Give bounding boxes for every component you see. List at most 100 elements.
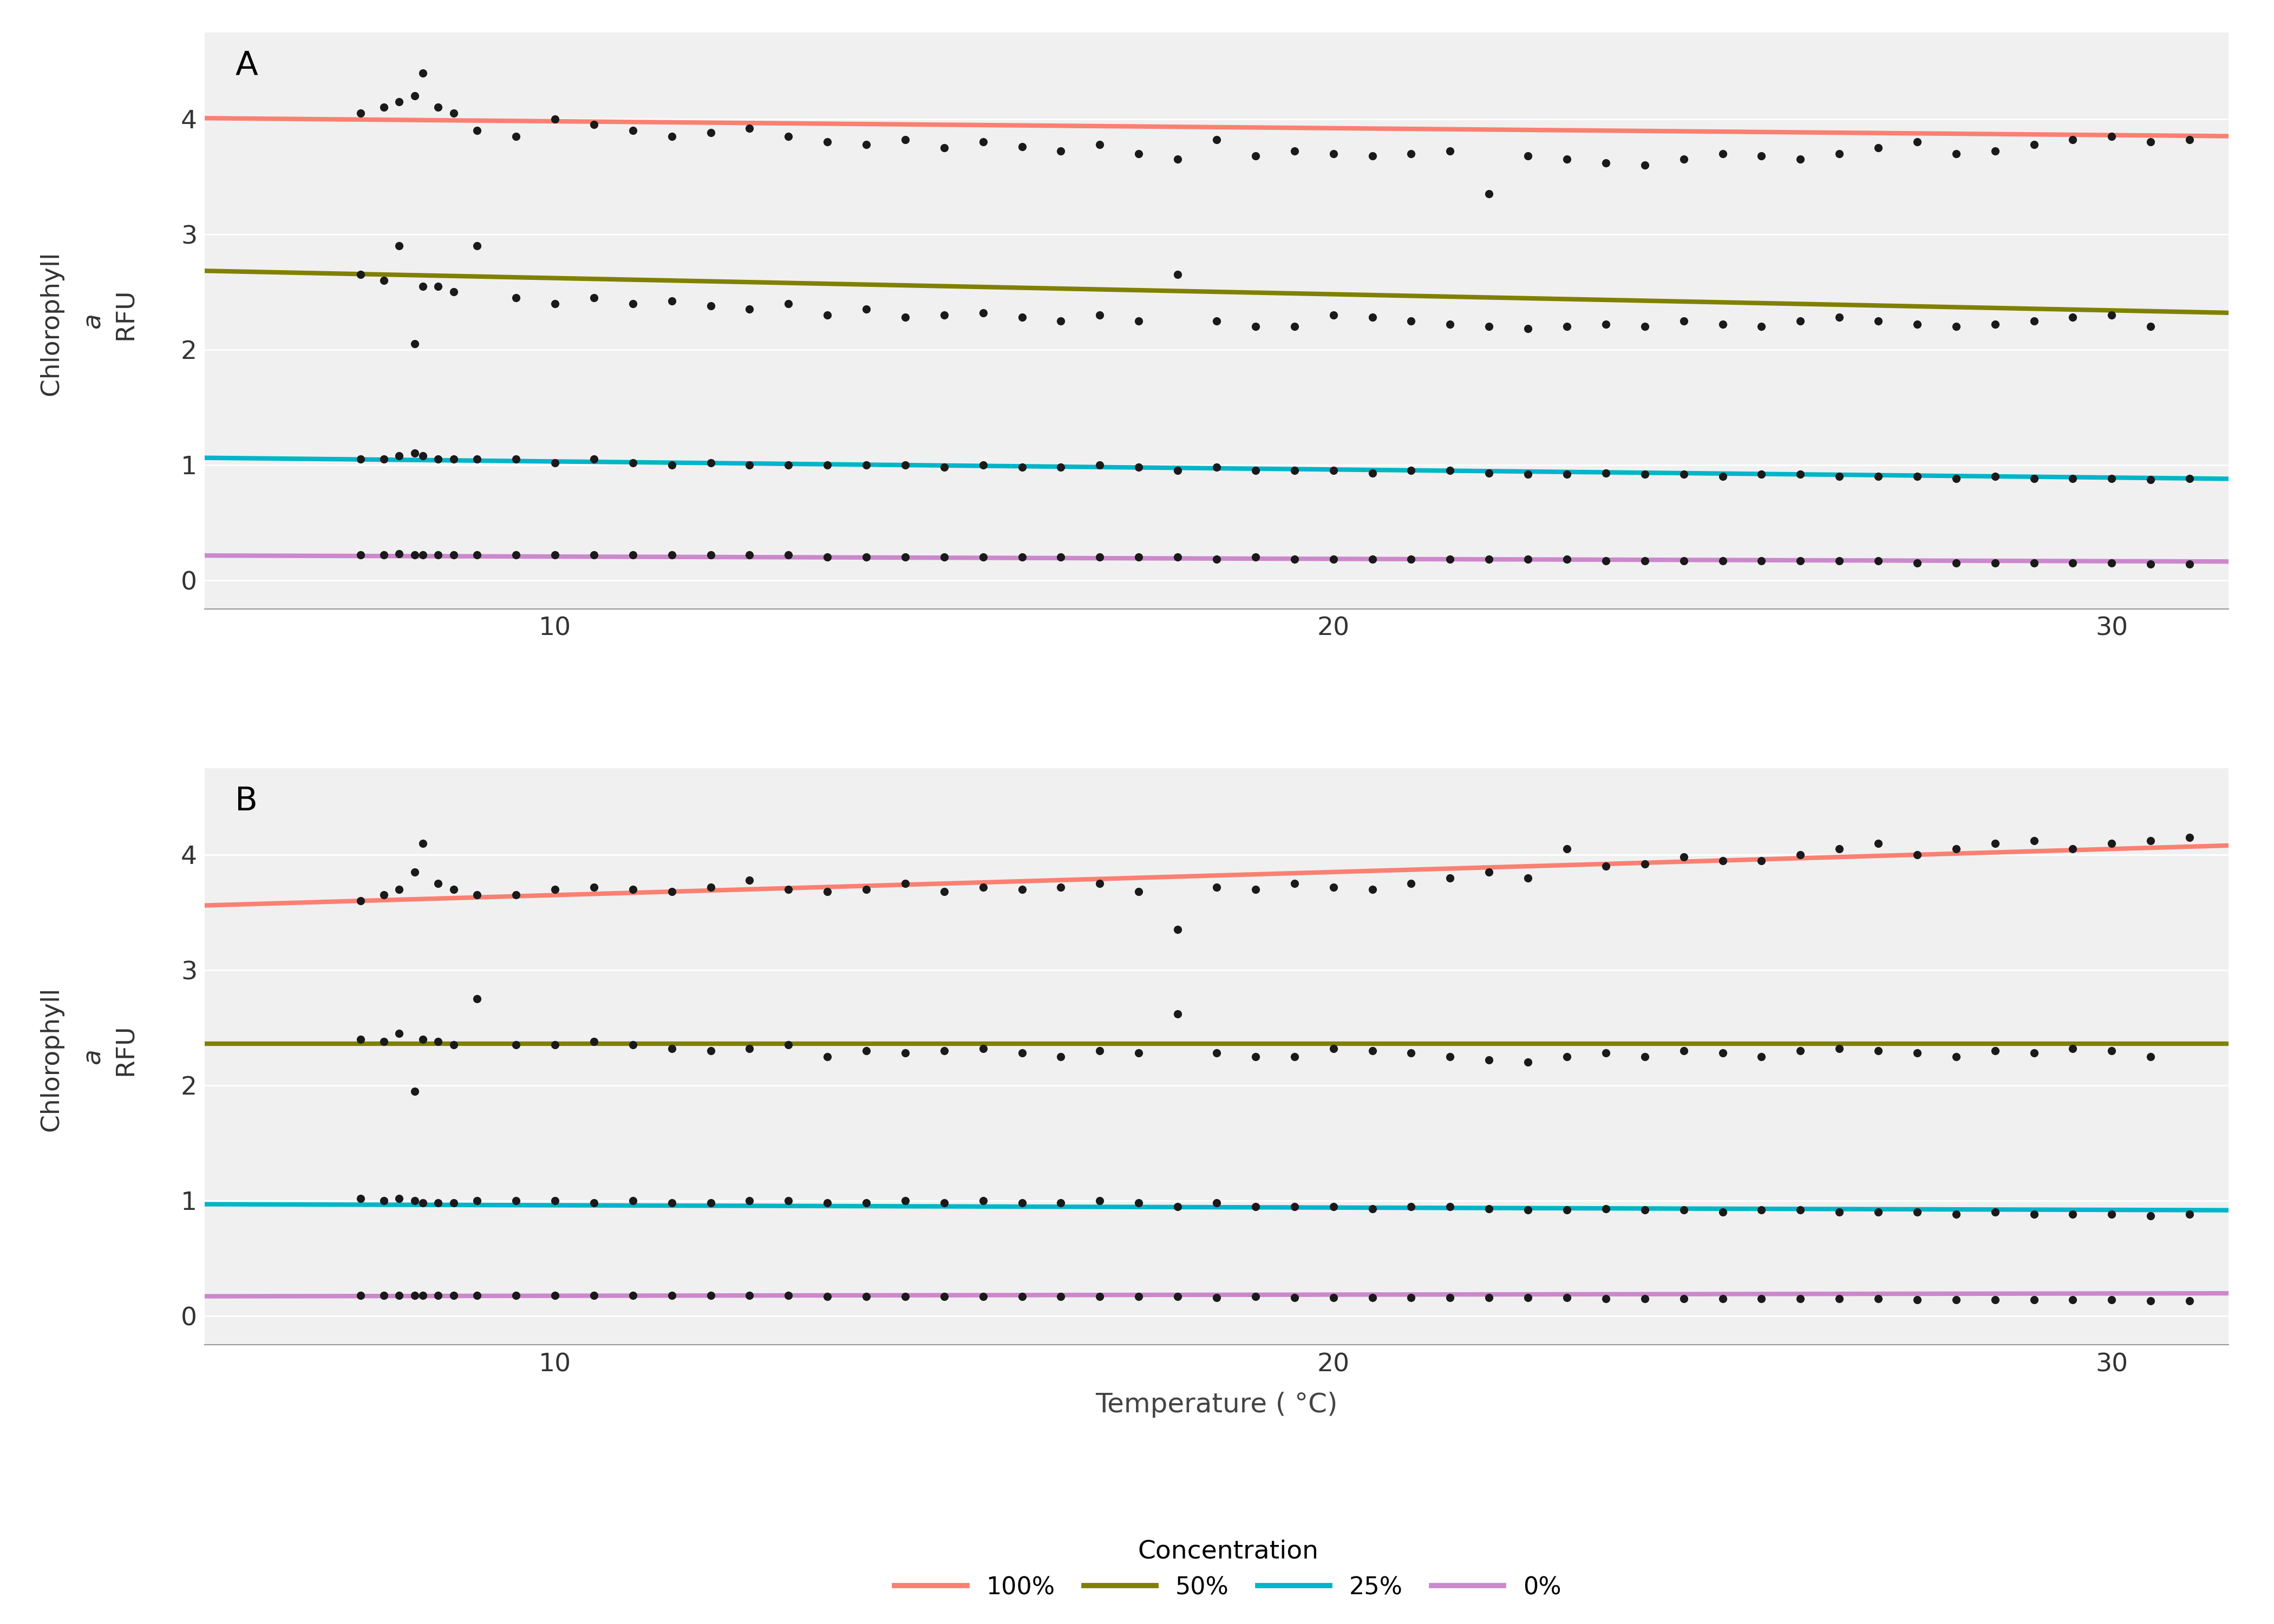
Point — [732, 115, 769, 141]
Point — [1744, 461, 1781, 487]
Point — [1082, 132, 1119, 158]
Point — [1783, 461, 1819, 487]
Point — [2172, 1202, 2208, 1228]
Point — [2172, 127, 2208, 153]
Point — [1626, 313, 1662, 339]
Point — [1198, 1285, 1235, 1311]
Point — [1353, 1195, 1389, 1221]
Point — [1937, 466, 1974, 492]
Point — [691, 1038, 728, 1064]
Point — [1198, 874, 1235, 900]
Point — [691, 1283, 728, 1309]
Point — [2133, 1203, 2169, 1229]
Point — [1976, 1199, 2012, 1224]
Point — [1860, 547, 1897, 573]
Point — [1860, 1199, 1897, 1224]
Point — [1003, 1039, 1039, 1065]
Point — [1394, 141, 1430, 167]
Point — [1821, 463, 1858, 489]
Point — [2133, 313, 2169, 339]
Point — [459, 232, 496, 258]
Point — [1044, 1190, 1080, 1216]
Point — [848, 544, 885, 570]
Point — [653, 1036, 689, 1062]
Point — [396, 1283, 432, 1309]
Point — [2133, 1044, 2169, 1070]
Point — [1314, 302, 1351, 328]
Point — [341, 542, 377, 568]
Point — [2094, 466, 2131, 492]
Point — [1860, 135, 1897, 161]
Point — [437, 1190, 473, 1216]
Point — [1549, 1285, 1585, 1311]
Point — [1003, 1190, 1039, 1216]
Point — [366, 1283, 402, 1309]
Point — [1198, 1190, 1235, 1216]
Point — [1044, 309, 1080, 335]
Point — [1510, 1197, 1546, 1223]
Point — [1160, 146, 1196, 172]
Point — [1276, 870, 1312, 896]
Point — [1198, 455, 1235, 481]
Point — [1976, 1286, 2012, 1312]
Text: Chlorophyll: Chlorophyll — [41, 981, 66, 1132]
Point — [1706, 1199, 1742, 1224]
Point — [810, 1190, 846, 1216]
Point — [964, 1036, 1001, 1062]
Point — [498, 1187, 534, 1213]
Point — [2056, 836, 2092, 862]
Point — [926, 455, 962, 481]
Point — [1665, 1038, 1701, 1064]
Point — [691, 292, 728, 318]
Point — [1937, 1202, 1974, 1228]
Point — [1394, 1194, 1430, 1220]
Point — [926, 544, 962, 570]
Point — [1860, 1286, 1897, 1312]
Point — [1899, 1199, 1935, 1224]
Point — [2094, 1286, 2131, 1312]
Point — [926, 1038, 962, 1064]
Point — [1121, 141, 1157, 167]
Point — [614, 1187, 650, 1213]
Point — [653, 451, 689, 477]
Point — [421, 1283, 457, 1309]
Point — [396, 83, 432, 109]
Point — [1160, 1000, 1196, 1026]
Point — [1626, 1286, 1662, 1312]
Point — [498, 1283, 534, 1309]
Point — [1160, 1283, 1196, 1309]
Point — [1976, 463, 2012, 489]
Point — [1706, 1039, 1742, 1065]
Point — [405, 830, 441, 856]
Point — [1665, 844, 1701, 870]
Point — [848, 1190, 885, 1216]
Point — [614, 1031, 650, 1057]
Point — [1665, 146, 1701, 172]
Point — [2094, 551, 2131, 577]
Point — [614, 117, 650, 143]
Point — [405, 1026, 441, 1052]
Point — [964, 874, 1001, 900]
Text: a: a — [82, 313, 105, 328]
Point — [341, 101, 377, 127]
Point — [1276, 546, 1312, 572]
Point — [1471, 1195, 1508, 1221]
Point — [1044, 1044, 1080, 1070]
Point — [1003, 544, 1039, 570]
Point — [1471, 313, 1508, 339]
Point — [732, 451, 769, 477]
Point — [1665, 461, 1701, 487]
Point — [2015, 1039, 2051, 1065]
Point — [498, 1031, 534, 1057]
Point — [848, 1038, 885, 1064]
Point — [405, 1190, 441, 1216]
Point — [1783, 146, 1819, 172]
Point — [1433, 312, 1469, 338]
Point — [614, 542, 650, 568]
Point — [1549, 836, 1585, 862]
Point — [1587, 149, 1624, 175]
Point — [1121, 1039, 1157, 1065]
Point — [1121, 309, 1157, 335]
Point — [887, 1283, 923, 1309]
Point — [614, 877, 650, 903]
